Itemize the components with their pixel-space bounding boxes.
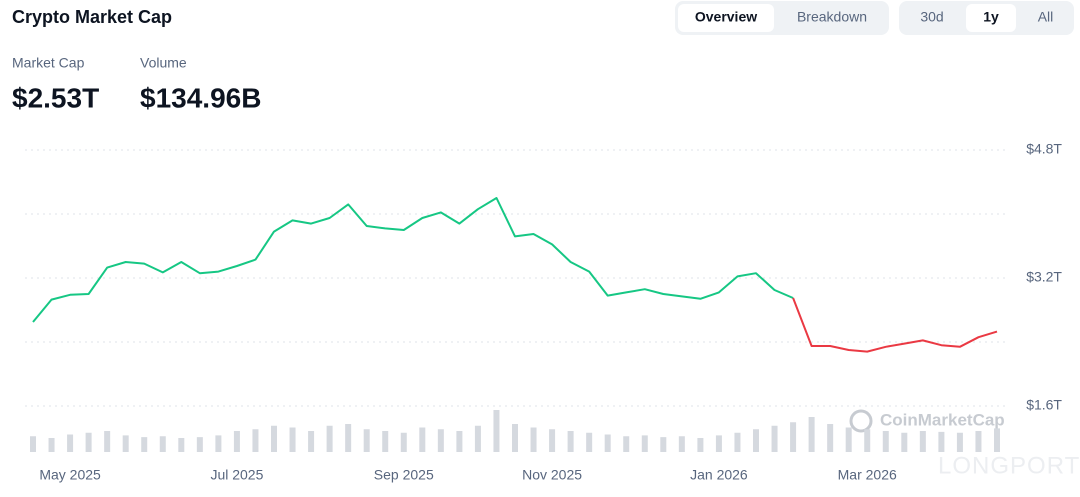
volume-bar — [308, 431, 315, 452]
volume-bar — [771, 425, 778, 452]
range[interactable]: All — [1038, 9, 1054, 25]
volume-bar — [122, 435, 129, 452]
x-tick-label: Sep 2025 — [374, 467, 434, 483]
x-tick-label: Nov 2025 — [522, 467, 582, 483]
range[interactable]: 30d — [920, 9, 943, 25]
y-tick-label: $4.8T — [1026, 141, 1062, 157]
volume-bar — [67, 434, 74, 452]
volume-bar — [512, 424, 518, 452]
volume-bar — [456, 431, 463, 452]
volume-bar — [919, 431, 926, 452]
volume-bar — [345, 424, 352, 452]
volume-bar — [48, 438, 55, 452]
volume-bar — [271, 425, 277, 452]
volume-bar — [400, 432, 407, 452]
x-tick-label: Jan 2026 — [690, 467, 748, 483]
volume-bar — [956, 432, 963, 452]
volume-bar — [252, 429, 259, 452]
range[interactable]: 1y — [983, 9, 999, 25]
volume-bar — [678, 436, 685, 452]
volume-bar — [567, 431, 574, 452]
volume-bar — [753, 429, 759, 452]
x-tick-label: Jul 2025 — [210, 467, 263, 483]
volume-bar — [326, 425, 333, 452]
volume-bar — [159, 436, 166, 452]
watermark: CoinMarketCap — [880, 410, 1005, 429]
price-line — [32, 197, 794, 323]
stat-label: Market Cap — [12, 55, 85, 71]
volume-bar — [233, 431, 240, 452]
tab[interactable]: Breakdown — [797, 9, 867, 25]
tab[interactable]: Overview — [695, 9, 757, 25]
volume-bar — [623, 436, 630, 452]
volume-bar — [845, 427, 852, 452]
volume-bar — [641, 435, 648, 452]
volume-bar — [901, 432, 908, 452]
volume-bar — [215, 435, 222, 452]
volume-bar — [382, 431, 389, 452]
tab-active[interactable] — [678, 4, 774, 32]
volume-bar — [697, 438, 704, 452]
volume-bar — [864, 429, 871, 452]
stat-value: $2.53T — [12, 82, 99, 113]
volume-bar — [790, 422, 797, 452]
volume-bar — [437, 429, 444, 452]
volume-bar — [938, 431, 945, 452]
watermark: LONGPORT — [938, 452, 1080, 479]
watermark-logo — [849, 409, 873, 433]
y-tick-label: $3.2T — [1026, 269, 1062, 285]
title: Crypto Market Cap — [12, 7, 172, 27]
volume-bar — [141, 437, 148, 452]
volume-bar — [474, 425, 481, 452]
volume-bar — [715, 435, 722, 452]
volume-bar — [196, 437, 203, 452]
volume-bar — [85, 432, 92, 452]
volume-bar — [975, 431, 982, 452]
volume-bar — [604, 434, 611, 452]
volume-bar — [178, 438, 185, 452]
volume-bar — [660, 437, 667, 452]
range-active[interactable] — [966, 4, 1016, 32]
volume-bar — [104, 431, 111, 452]
volume-bar — [734, 432, 741, 452]
volume-bar — [586, 432, 593, 452]
volume-bar — [808, 417, 815, 452]
volume-bar — [549, 429, 556, 452]
x-tick-label: Mar 2026 — [838, 467, 897, 483]
volume-bar — [530, 427, 537, 452]
volume-bar — [289, 427, 296, 452]
volume-bar — [994, 428, 1000, 452]
stat-label: Volume — [140, 55, 187, 71]
x-tick-label: May 2025 — [39, 467, 101, 483]
price-line — [792, 297, 998, 353]
stat-value: $134.96B — [140, 82, 261, 113]
volume-bar — [493, 410, 500, 452]
volume-bar — [363, 429, 370, 452]
volume-bar — [30, 436, 36, 452]
volume-bar — [419, 427, 426, 452]
volume-bar — [827, 424, 834, 452]
y-tick-label: $1.6T — [1026, 397, 1062, 413]
volume-bar — [882, 431, 889, 452]
